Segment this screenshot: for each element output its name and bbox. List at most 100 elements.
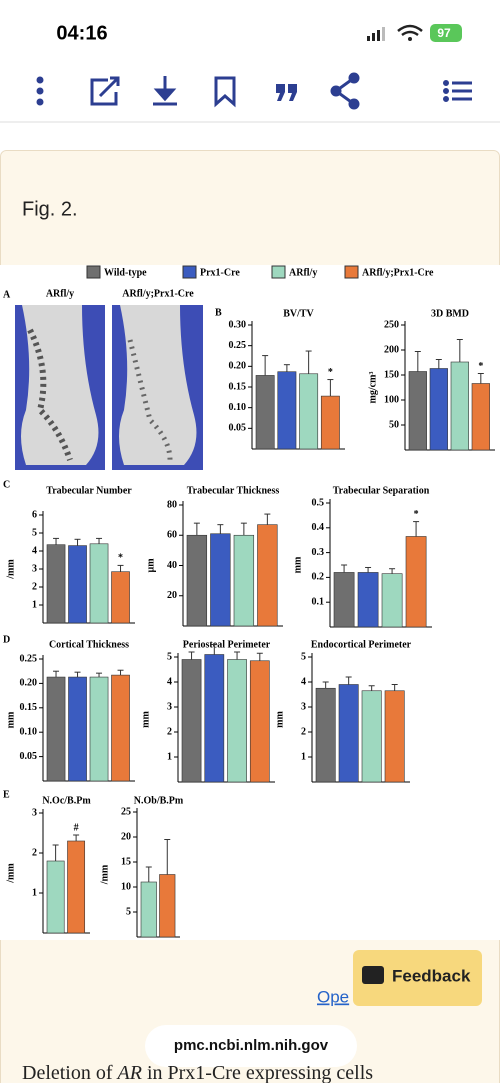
y-tick-label: 0.05 (229, 423, 247, 434)
chart-title: BV/TV (283, 308, 314, 319)
bar (46, 860, 65, 934)
significance-mark: # (74, 822, 79, 833)
significance-mark: * (328, 367, 333, 378)
caption-text: Deletion of (22, 1062, 118, 1083)
y-tick-label: 5 (126, 906, 131, 917)
y-tick-label: 20 (121, 831, 131, 842)
bar (89, 543, 109, 624)
y-tick-label: 2 (167, 726, 172, 737)
y-axis-label: mm (140, 711, 151, 728)
y-tick-label: 3 (301, 701, 306, 712)
y-tick-label: 1 (32, 887, 37, 898)
bar (233, 534, 255, 627)
url: pmc.ncbi.nlm.nih.gov (174, 1037, 329, 1054)
y-tick-label: 50 (389, 419, 399, 430)
panel-letter: B (215, 307, 222, 318)
y-tick-label: 0.5 (312, 497, 325, 508)
legend-label: Wild-type (104, 267, 147, 278)
y-axis-label: mm (292, 556, 303, 573)
battery-level: 97 (437, 26, 451, 40)
signal (367, 27, 385, 41)
download[interactable] (153, 76, 177, 106)
y-tick-label: 250 (384, 319, 399, 330)
y-tick-label: 0.20 (20, 678, 38, 689)
bar (181, 659, 202, 783)
y-tick-label: 2 (32, 581, 37, 592)
significance-mark: * (118, 553, 123, 564)
feedback-label: Feedback (392, 966, 471, 985)
y-tick-label: 3 (32, 563, 37, 574)
y-tick-label: 0.10 (20, 726, 38, 737)
bookmark[interactable] (214, 76, 236, 108)
y-tick-label: 0.3 (312, 547, 325, 558)
contents[interactable] (443, 80, 473, 102)
feedback-button[interactable] (353, 950, 482, 1006)
y-tick-label: 25 (121, 806, 131, 817)
chart-title: Periosteal Perimeter (183, 639, 271, 650)
y-axis-label: mm (5, 711, 16, 728)
y-tick-label: 40 (167, 560, 177, 571)
y-axis-label: µm (145, 558, 156, 573)
url-pill[interactable] (145, 1025, 357, 1067)
open-link[interactable]: Ope (317, 987, 349, 1006)
bar (68, 676, 87, 782)
bar (408, 371, 427, 451)
bar (320, 395, 340, 450)
y-tick-label: 5 (167, 651, 172, 662)
y-tick-label: 4 (167, 676, 172, 687)
significance-mark: * (478, 361, 483, 372)
y-tick-label: 20 (167, 590, 177, 601)
bar (186, 534, 208, 627)
y-tick-label: 2 (301, 726, 306, 737)
y-tick-label: 0.10 (229, 402, 247, 413)
chart-title: N.Oc/B.Pm (42, 795, 91, 806)
y-tick-label: 0.05 (20, 751, 38, 762)
caption: Deletion of AR in Prx1-Cre expressing ce… (22, 1062, 373, 1083)
chart-title: Trabecular Thickness (187, 485, 280, 496)
y-tick-label: 0.4 (312, 522, 325, 533)
chart-title: Trabecular Separation (333, 485, 430, 496)
y-tick-label: 5 (301, 651, 306, 662)
battery (430, 24, 462, 42)
chart-title: Trabecular Number (46, 485, 132, 496)
y-tick-label: 15 (121, 856, 131, 867)
chart-title: 3D BMD (431, 308, 469, 319)
y-tick-label: 4 (301, 676, 306, 687)
open[interactable] (90, 76, 120, 106)
y-tick-label: 100 (384, 394, 399, 405)
y-tick-label: 10 (121, 881, 131, 892)
bar (204, 654, 225, 783)
bar (361, 690, 382, 783)
y-tick-label: 150 (384, 369, 399, 380)
y-axis-label: mm (274, 711, 285, 728)
share[interactable] (330, 72, 360, 110)
chart-title: Cortical Thickness (49, 639, 129, 650)
bar (255, 375, 275, 450)
y-tick-label: 0.25 (20, 653, 38, 664)
legend-swatch (86, 265, 101, 279)
y-tick-label: 2 (32, 847, 37, 858)
y-tick-label: 0.30 (229, 319, 247, 330)
y-axis-label: /mm (99, 864, 110, 885)
bar (111, 674, 130, 782)
bar (46, 676, 66, 782)
menu[interactable] (36, 76, 44, 106)
legend-label: ARfl/y (289, 267, 317, 278)
y-tick-label: 1 (32, 599, 37, 610)
bar (299, 373, 319, 450)
wifi-dot (408, 37, 412, 41)
legend-swatch (271, 265, 286, 279)
legend-swatch (182, 265, 197, 279)
panel-letter: C (3, 479, 10, 490)
bar (471, 383, 490, 451)
y-tick-label: 0.15 (229, 381, 247, 392)
cite[interactable] (276, 84, 297, 101)
bar (89, 676, 109, 782)
y-tick-label: 4 (32, 545, 37, 556)
toolbar (36, 72, 473, 110)
chart-title: Endocortical Perimeter (311, 639, 412, 650)
bar (111, 571, 130, 624)
bar (67, 840, 86, 934)
bar (450, 361, 469, 451)
